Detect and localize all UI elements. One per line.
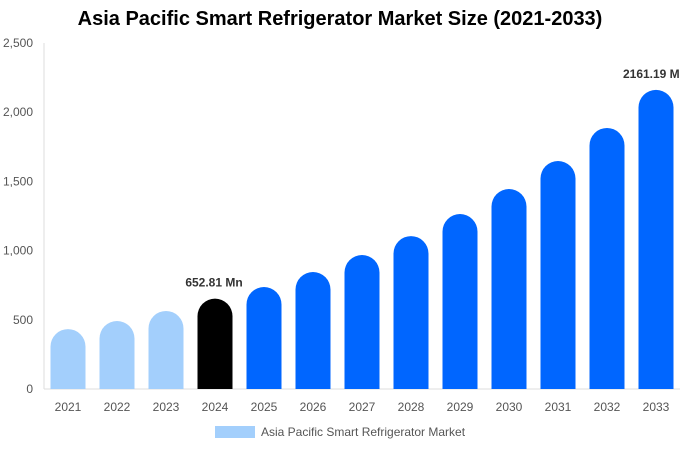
bar-2029 (442, 214, 478, 389)
x-tick-label: 2029 (447, 400, 474, 414)
x-tick-label: 2023 (153, 400, 180, 414)
data-label: 652.81 Mn (185, 276, 242, 290)
y-tick-label: 1,000 (3, 244, 33, 258)
bar-2030 (491, 189, 527, 389)
chart-title: Asia Pacific Smart Refrigerator Market S… (77, 8, 603, 30)
x-tick-label: 2021 (55, 400, 82, 414)
x-tick-label: 2025 (251, 400, 278, 414)
x-tick-label: 2028 (398, 400, 425, 414)
bar-2032 (589, 127, 625, 389)
legend-swatch (215, 426, 255, 438)
bar-2033 (638, 89, 674, 390)
bar-2026 (295, 272, 331, 389)
x-tick-label: 2027 (349, 400, 376, 414)
x-tick-label: 2030 (496, 400, 523, 414)
bar-2023 (148, 310, 184, 389)
bar-2027 (344, 255, 380, 389)
bar-2031 (540, 161, 576, 389)
y-tick-label: 2,000 (3, 105, 33, 119)
y-tick-label: 500 (13, 313, 33, 327)
bar-2024 (197, 298, 233, 389)
legend[interactable]: Asia Pacific Smart Refrigerator Market (215, 425, 465, 439)
bar-2021 (50, 329, 86, 389)
x-tick-label: 2033 (643, 400, 670, 414)
bar-2028 (393, 236, 429, 389)
y-tick-label: 0 (26, 382, 33, 396)
x-tick-label: 2024 (202, 400, 229, 414)
x-tick-label: 2031 (545, 400, 572, 414)
data-label: 2161.19 Mn (623, 67, 680, 81)
bar-2025 (246, 286, 282, 389)
x-tick-label: 2026 (300, 400, 327, 414)
x-tick-label: 2022 (104, 400, 131, 414)
y-tick-label: 2,500 (3, 36, 33, 50)
x-tick-label: 2032 (594, 400, 621, 414)
y-tick-label: 1,500 (3, 174, 33, 188)
bar-2022 (99, 321, 135, 389)
legend-label: Asia Pacific Smart Refrigerator Market (261, 425, 466, 439)
